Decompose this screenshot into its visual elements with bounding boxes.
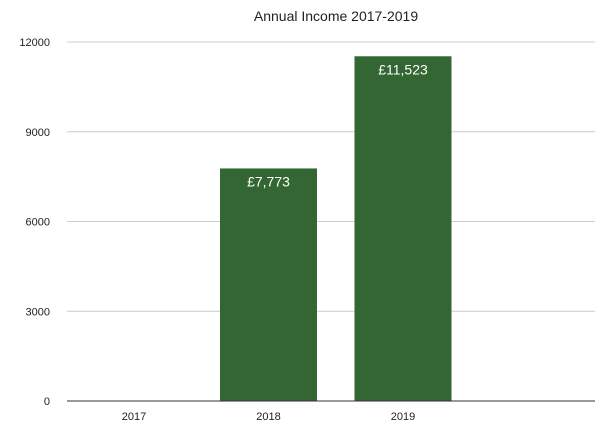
data-label-2018: £7,773 (247, 173, 290, 189)
y-tick-label: 3000 (26, 306, 50, 318)
y-tick-label: 6000 (26, 217, 50, 229)
bar-2018 (220, 168, 317, 401)
x-tick-label-2017: 2017 (122, 411, 146, 423)
data-label-2019: £11,523 (378, 61, 428, 77)
x-tick-label-2018: 2018 (256, 411, 280, 423)
bars (220, 56, 452, 401)
data-labels: £7,773 £11,523 (247, 61, 428, 189)
y-tick-label: 0 (44, 396, 50, 408)
gridlines (67, 41, 595, 312)
y-tick-label: 9000 (26, 127, 50, 139)
y-tick-label: 12000 (19, 37, 50, 49)
x-axis-tick-labels: 2017 2018 2019 (122, 411, 415, 423)
chart-title: Annual Income 2017-2019 (254, 8, 418, 24)
x-tick-label-2019: 2019 (391, 411, 415, 423)
bar-2019 (354, 56, 452, 401)
y-axis-tick-labels: 0 3000 6000 9000 12000 (19, 37, 50, 408)
